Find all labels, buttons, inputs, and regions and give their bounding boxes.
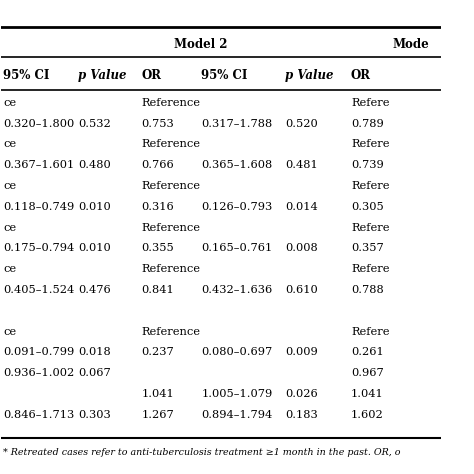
Text: Reference: Reference <box>142 327 201 337</box>
Text: 0.355: 0.355 <box>142 243 174 253</box>
Text: 0.789: 0.789 <box>351 118 384 128</box>
Text: 0.753: 0.753 <box>142 118 174 128</box>
Text: 0.357: 0.357 <box>351 243 384 253</box>
Text: Reference: Reference <box>142 139 201 149</box>
Text: 0.841: 0.841 <box>142 285 174 295</box>
Text: 95% CI: 95% CI <box>201 69 247 82</box>
Text: 0.367–1.601: 0.367–1.601 <box>3 160 74 170</box>
Text: ce: ce <box>3 98 16 108</box>
Text: p Value: p Value <box>78 69 126 82</box>
Text: 1.267: 1.267 <box>142 410 174 419</box>
Text: 0.080–0.697: 0.080–0.697 <box>201 347 273 357</box>
Text: Mode: Mode <box>392 38 429 51</box>
Text: OR: OR <box>142 69 162 82</box>
Text: Reference: Reference <box>142 264 201 274</box>
Text: * Retreated cases refer to anti-tuberculosis treatment ≥1 month in the past. OR,: * Retreated cases refer to anti-tubercul… <box>3 448 401 457</box>
Text: 0.014: 0.014 <box>285 202 318 212</box>
Text: 0.303: 0.303 <box>78 410 110 419</box>
Text: 0.026: 0.026 <box>285 389 318 399</box>
Text: 0.175–0.794: 0.175–0.794 <box>3 243 74 253</box>
Text: 0.365–1.608: 0.365–1.608 <box>201 160 273 170</box>
Text: 1.041: 1.041 <box>142 389 174 399</box>
Text: 0.936–1.002: 0.936–1.002 <box>3 368 74 378</box>
Text: Refere: Refere <box>351 98 390 108</box>
Text: 1.041: 1.041 <box>351 389 384 399</box>
Text: ce: ce <box>3 223 16 233</box>
Text: 0.316: 0.316 <box>142 202 174 212</box>
Text: 0.165–0.761: 0.165–0.761 <box>201 243 273 253</box>
Text: 0.126–0.793: 0.126–0.793 <box>201 202 273 212</box>
Text: 0.967: 0.967 <box>351 368 384 378</box>
Text: 0.520: 0.520 <box>285 118 318 128</box>
Text: 0.010: 0.010 <box>78 243 110 253</box>
Text: ce: ce <box>3 181 16 191</box>
Text: 0.183: 0.183 <box>285 410 318 419</box>
Text: Refere: Refere <box>351 264 390 274</box>
Text: 0.432–1.636: 0.432–1.636 <box>201 285 273 295</box>
Text: Refere: Refere <box>351 181 390 191</box>
Text: Model 2: Model 2 <box>174 38 228 51</box>
Text: 1.005–1.079: 1.005–1.079 <box>201 389 273 399</box>
Text: 0.788: 0.788 <box>351 285 384 295</box>
Text: Reference: Reference <box>142 98 201 108</box>
Text: 0.009: 0.009 <box>285 347 318 357</box>
Text: 0.532: 0.532 <box>78 118 110 128</box>
Text: 0.261: 0.261 <box>351 347 384 357</box>
Text: 0.010: 0.010 <box>78 202 110 212</box>
Text: 0.846–1.713: 0.846–1.713 <box>3 410 74 419</box>
Text: Reference: Reference <box>142 223 201 233</box>
Text: 0.894–1.794: 0.894–1.794 <box>201 410 273 419</box>
Text: 95% CI: 95% CI <box>3 69 49 82</box>
Text: 0.476: 0.476 <box>78 285 110 295</box>
Text: 0.018: 0.018 <box>78 347 110 357</box>
Text: p Value: p Value <box>285 69 333 82</box>
Text: 0.305: 0.305 <box>351 202 384 212</box>
Text: 0.091–0.799: 0.091–0.799 <box>3 347 74 357</box>
Text: ce: ce <box>3 264 16 274</box>
Text: Refere: Refere <box>351 139 390 149</box>
Text: 0.739: 0.739 <box>351 160 384 170</box>
Text: 0.067: 0.067 <box>78 368 110 378</box>
Text: ce: ce <box>3 139 16 149</box>
Text: 0.317–1.788: 0.317–1.788 <box>201 118 273 128</box>
Text: 0.610: 0.610 <box>285 285 318 295</box>
Text: 0.008: 0.008 <box>285 243 318 253</box>
Text: 0.320–1.800: 0.320–1.800 <box>3 118 74 128</box>
Text: 0.766: 0.766 <box>142 160 174 170</box>
Text: Refere: Refere <box>351 223 390 233</box>
Text: Refere: Refere <box>351 327 390 337</box>
Text: 1.602: 1.602 <box>351 410 384 419</box>
Text: 0.118–0.749: 0.118–0.749 <box>3 202 74 212</box>
Text: 0.237: 0.237 <box>142 347 174 357</box>
Text: ce: ce <box>3 327 16 337</box>
Text: 0.405–1.524: 0.405–1.524 <box>3 285 74 295</box>
Text: 0.481: 0.481 <box>285 160 318 170</box>
Text: OR: OR <box>351 69 371 82</box>
Text: 0.480: 0.480 <box>78 160 110 170</box>
Text: Reference: Reference <box>142 181 201 191</box>
